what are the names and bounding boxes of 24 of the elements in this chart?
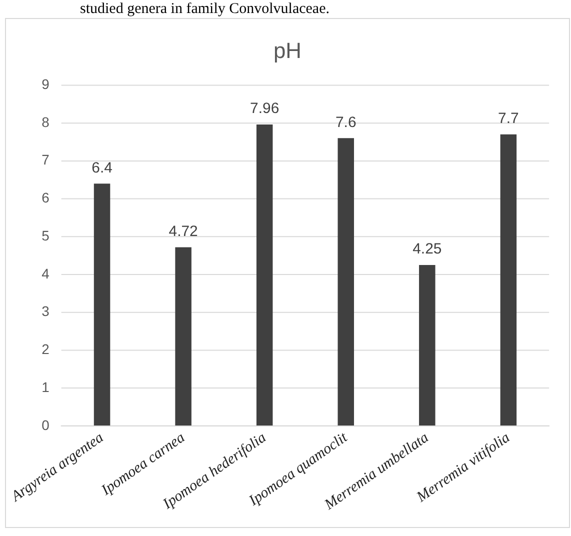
- data-label: 4.25: [412, 240, 442, 258]
- y-tick-label: 8: [42, 114, 50, 130]
- y-tick-label: 0: [42, 416, 50, 433]
- bar: [419, 265, 436, 426]
- text: studied genera in family Convolvulaceae.: [79, 0, 330, 18]
- bar: [94, 184, 110, 426]
- y-tick-label: 2: [42, 341, 50, 358]
- bar: [175, 247, 192, 426]
- y-tick-label: 1: [42, 378, 50, 395]
- data-label: 7.6: [335, 114, 356, 131]
- bar: [256, 124, 273, 426]
- data-label: 4.72: [168, 222, 198, 240]
- y-tick-label: 7: [42, 152, 50, 168]
- data-label: 7.96: [250, 100, 280, 118]
- data-label: 6.4: [92, 159, 112, 176]
- y-tick-label: 6: [42, 190, 50, 206]
- bar: [500, 134, 517, 426]
- chart-title: pH: [273, 38, 302, 64]
- bar: [338, 138, 354, 426]
- y-tick-label: 3: [42, 303, 50, 320]
- data-label: 7.7: [498, 110, 519, 128]
- y-tick-label: 4: [42, 265, 50, 282]
- y-tick-label: 9: [42, 76, 50, 92]
- y-tick-label: 5: [42, 227, 50, 244]
